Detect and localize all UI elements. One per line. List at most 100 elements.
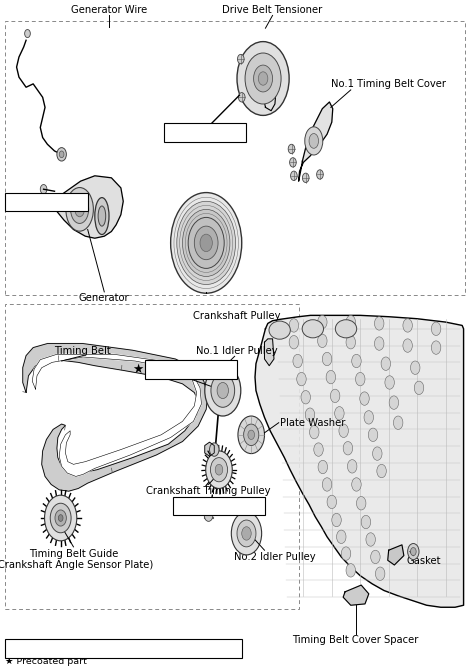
- Circle shape: [45, 495, 77, 541]
- Polygon shape: [32, 354, 201, 476]
- Circle shape: [310, 425, 319, 439]
- Circle shape: [346, 315, 356, 329]
- Circle shape: [40, 185, 47, 194]
- Polygon shape: [205, 442, 214, 456]
- Text: Generator Wire: Generator Wire: [71, 5, 147, 15]
- Circle shape: [215, 464, 223, 475]
- Circle shape: [201, 125, 209, 136]
- Circle shape: [356, 372, 365, 386]
- Text: Timing Belt: Timing Belt: [55, 346, 111, 356]
- Circle shape: [231, 512, 262, 555]
- Polygon shape: [262, 68, 276, 111]
- Circle shape: [188, 217, 224, 268]
- Text: 39 (400, 29): 39 (400, 29): [18, 197, 74, 207]
- Circle shape: [371, 550, 380, 564]
- Circle shape: [177, 201, 236, 285]
- Circle shape: [182, 209, 230, 276]
- Circle shape: [242, 527, 251, 540]
- Circle shape: [50, 503, 71, 533]
- Circle shape: [59, 151, 64, 158]
- Text: Plate Washer: Plate Washer: [280, 418, 345, 427]
- Bar: [5, 304, 299, 609]
- Ellipse shape: [95, 197, 109, 235]
- Circle shape: [389, 396, 399, 409]
- Circle shape: [194, 226, 218, 260]
- Ellipse shape: [335, 320, 356, 338]
- Circle shape: [258, 72, 268, 85]
- Ellipse shape: [98, 206, 106, 226]
- Circle shape: [326, 370, 336, 384]
- Circle shape: [206, 451, 232, 488]
- Text: Drive Belt Tensioner: Drive Belt Tensioner: [222, 5, 323, 15]
- Circle shape: [360, 392, 369, 405]
- Circle shape: [374, 337, 384, 350]
- Bar: [5, 21, 465, 295]
- Circle shape: [318, 460, 328, 474]
- Text: 34.5 (350, 25): 34.5 (350, 25): [185, 501, 253, 511]
- Polygon shape: [57, 176, 123, 238]
- Text: Generator: Generator: [79, 293, 129, 303]
- Ellipse shape: [269, 321, 290, 340]
- Circle shape: [431, 341, 441, 354]
- Circle shape: [322, 352, 332, 366]
- Circle shape: [314, 443, 323, 456]
- Polygon shape: [343, 585, 369, 605]
- Circle shape: [318, 334, 327, 348]
- Text: N·m (kgf·cm, ft·lbf)  : Specified torque: N·m (kgf·cm, ft·lbf) : Specified torque: [37, 643, 210, 653]
- Ellipse shape: [305, 127, 323, 155]
- Circle shape: [393, 416, 403, 429]
- Circle shape: [248, 430, 255, 440]
- Circle shape: [347, 460, 357, 473]
- Circle shape: [245, 53, 281, 104]
- Circle shape: [41, 199, 49, 210]
- Circle shape: [341, 547, 351, 560]
- Circle shape: [318, 315, 327, 329]
- Circle shape: [211, 374, 235, 407]
- Circle shape: [373, 447, 382, 460]
- Circle shape: [301, 391, 310, 404]
- Circle shape: [293, 354, 302, 368]
- Circle shape: [337, 530, 346, 544]
- Text: Crankshaft Pulley: Crankshaft Pulley: [193, 311, 281, 321]
- Circle shape: [289, 336, 299, 349]
- Circle shape: [332, 513, 341, 527]
- Circle shape: [317, 170, 323, 179]
- Text: Timing Belt Cover Spacer: Timing Belt Cover Spacer: [292, 635, 419, 646]
- Polygon shape: [23, 344, 208, 491]
- Circle shape: [408, 544, 419, 560]
- Circle shape: [290, 158, 296, 167]
- Ellipse shape: [66, 188, 93, 231]
- Circle shape: [55, 510, 66, 526]
- Circle shape: [385, 376, 394, 389]
- Circle shape: [291, 171, 297, 180]
- Circle shape: [217, 382, 228, 399]
- Polygon shape: [388, 545, 404, 565]
- Circle shape: [368, 428, 378, 442]
- Circle shape: [346, 336, 356, 349]
- Circle shape: [364, 411, 374, 424]
- Circle shape: [210, 458, 228, 482]
- Circle shape: [352, 354, 361, 368]
- Circle shape: [335, 407, 344, 420]
- Circle shape: [204, 509, 213, 521]
- Bar: [164, 123, 246, 142]
- Text: Timing Belt Guide
(Crankshaft Angle Sensor Plate): Timing Belt Guide (Crankshaft Angle Sens…: [0, 549, 153, 570]
- Polygon shape: [239, 68, 258, 97]
- Bar: [5, 193, 88, 211]
- Circle shape: [366, 533, 375, 546]
- Text: ★: ★: [132, 363, 143, 376]
- Circle shape: [302, 173, 309, 183]
- Circle shape: [431, 322, 441, 336]
- Polygon shape: [264, 339, 274, 366]
- Circle shape: [352, 478, 361, 491]
- Bar: [5, 639, 242, 658]
- Circle shape: [377, 464, 386, 478]
- Text: Gasket: Gasket: [407, 556, 441, 566]
- Circle shape: [381, 357, 391, 370]
- Circle shape: [238, 93, 245, 102]
- Polygon shape: [255, 315, 464, 607]
- Ellipse shape: [71, 195, 89, 223]
- Circle shape: [57, 148, 66, 161]
- Bar: [173, 497, 265, 515]
- Circle shape: [297, 372, 306, 386]
